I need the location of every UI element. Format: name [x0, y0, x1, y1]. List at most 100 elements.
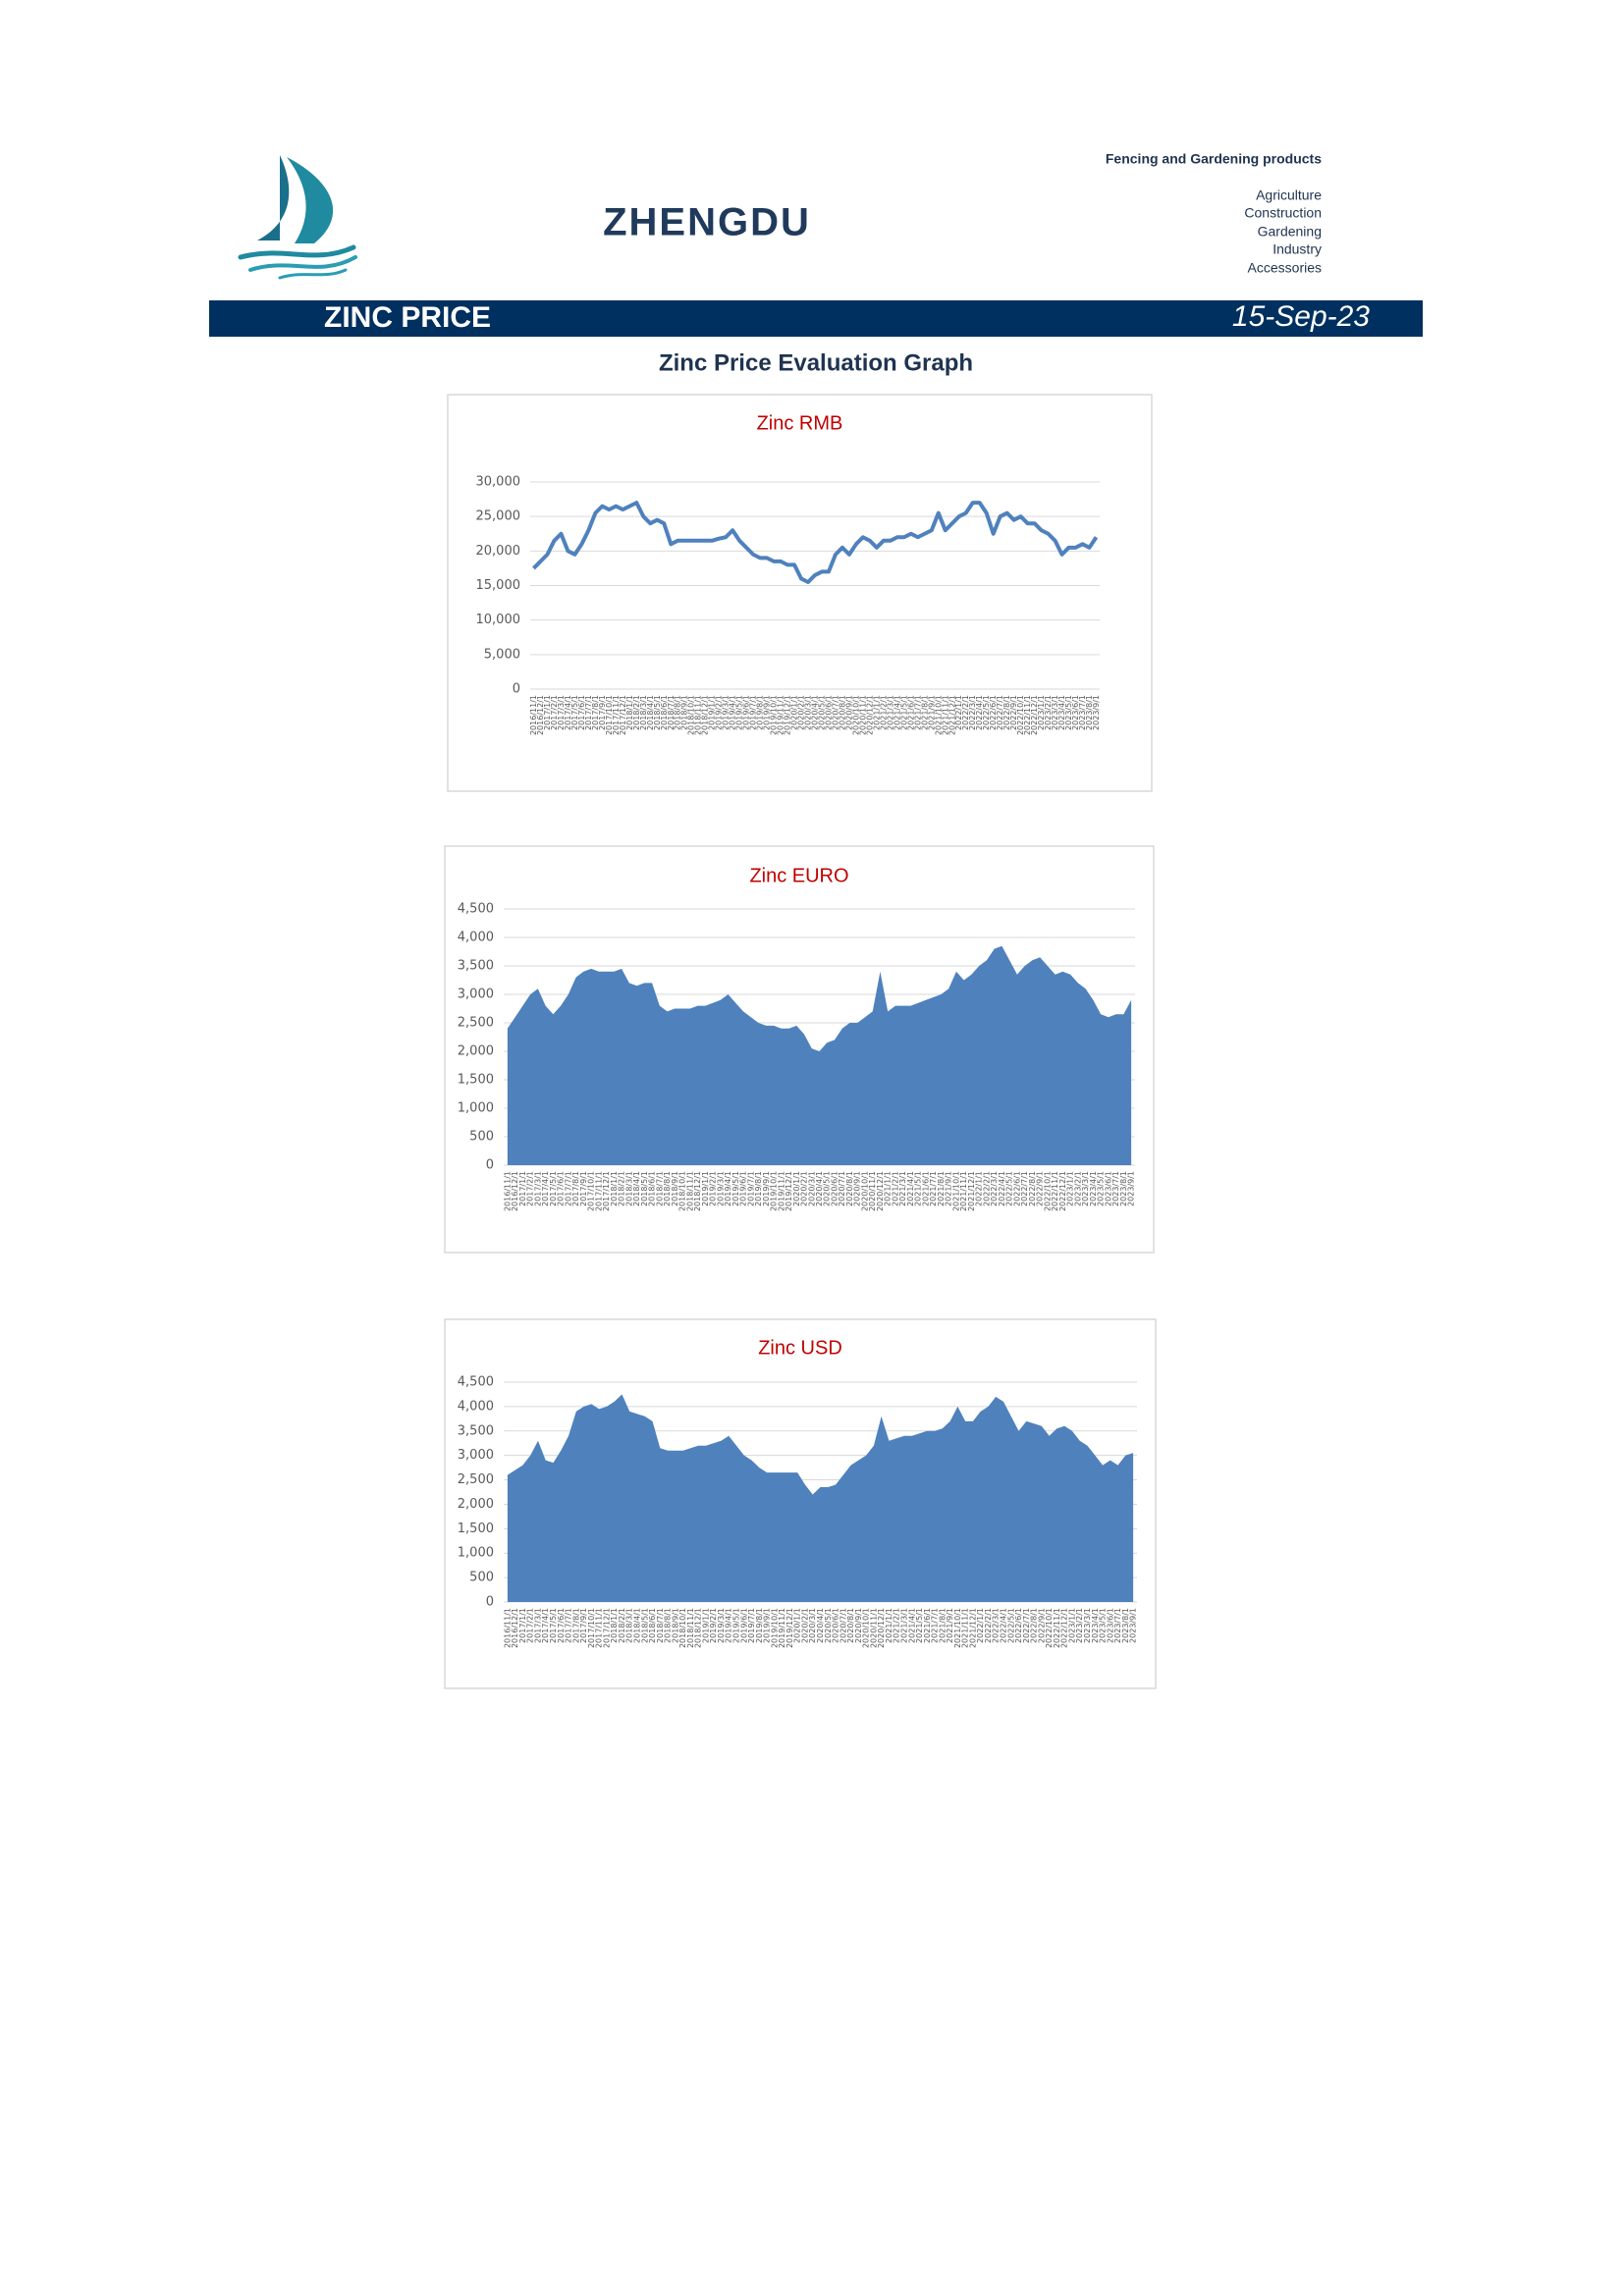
x-tick-label: 2021/3/1	[899, 1608, 908, 1643]
chart-frame	[447, 394, 1153, 792]
x-tick-label: 2016/12/1	[536, 695, 545, 735]
x-tick-label: 2020/6/1	[832, 1608, 840, 1643]
chart-title: Zinc USD	[758, 1337, 842, 1359]
x-tick-label: 2020/4/1	[815, 1171, 824, 1206]
x-tick-label: 2021/3/1	[898, 1171, 907, 1206]
x-tick-label: 2017/3/1	[533, 1171, 542, 1206]
x-tick-label: 2019/9/1	[762, 1171, 771, 1206]
x-tick-label: 2019/8/1	[755, 1608, 764, 1643]
x-tick-label: 2021/7/1	[929, 1171, 938, 1206]
x-tick-label: 2020/3/1	[804, 695, 813, 730]
x-tick-label: 2021/9/1	[946, 1608, 954, 1643]
x-tick-label: 2017/1/1	[543, 695, 552, 730]
x-tick-label: 2020/7/1	[838, 1171, 846, 1206]
x-tick-label: 2017/7/1	[584, 695, 593, 730]
x-tick-label: 2020/11/1	[869, 1608, 878, 1648]
x-tick-label: 2022/4/1	[975, 695, 984, 730]
x-tick-label: 2021/1/1	[884, 1171, 893, 1206]
x-tick-label: 2019/10/1	[770, 695, 779, 735]
x-tick-label: 2021/9/1	[945, 1171, 953, 1206]
product: Agriculture	[1256, 187, 1322, 203]
y-tick-label: 1,500	[458, 1073, 494, 1088]
x-tick-label: 2023/8/1	[1119, 1171, 1128, 1206]
x-tick-label: 2020/11/1	[858, 695, 867, 735]
x-tick-label: 2020/5/1	[823, 1171, 832, 1206]
x-tick-label: 2022/6/1	[989, 695, 998, 730]
x-tick-label: 2021/12/1	[968, 1608, 977, 1648]
x-tick-label: 2020/8/1	[845, 1171, 854, 1206]
banner-date: 15-Sep-23	[1232, 300, 1370, 333]
x-tick-label: 2017/3/1	[557, 695, 566, 730]
x-tick-label: 2018/6/1	[648, 1608, 657, 1643]
x-tick-label: 2022/4/1	[1000, 1608, 1008, 1643]
x-tick-label: 2017/7/1	[564, 1171, 572, 1206]
x-tick-label: 2019/5/1	[735, 695, 744, 730]
y-tick-label: 25,000	[476, 509, 521, 524]
x-tick-label: 2020/10/1	[860, 1171, 869, 1211]
x-tick-label: 2023/6/1	[1071, 695, 1080, 730]
x-tick-label: 2019/11/1	[778, 1608, 786, 1648]
y-tick-label: 3,000	[458, 1448, 494, 1463]
x-tick-label: 2019/11/1	[777, 695, 785, 735]
x-tick-label: 2020/8/1	[846, 1608, 855, 1643]
x-tick-label: 2018/3/1	[625, 1608, 634, 1643]
x-tick-label: 2023/3/1	[1051, 695, 1059, 730]
x-tick-label: 2021/5/1	[899, 695, 908, 730]
x-tick-label: 2020/7/1	[839, 1608, 847, 1643]
x-tick-label: 2020/12/1	[877, 1608, 886, 1648]
x-tick-label: 2018/7/1	[667, 695, 676, 730]
x-tick-label: 2018/1/1	[610, 1608, 619, 1643]
x-tick-label: 2022/7/1	[1022, 1608, 1031, 1643]
x-tick-label: 2017/3/1	[533, 1608, 542, 1643]
x-tick-label: 2023/9/1	[1127, 1171, 1136, 1206]
x-tick-label: 2022/8/1	[1002, 695, 1011, 730]
x-tick-label: 2018/4/1	[632, 1608, 641, 1643]
x-tick-label: 2018/2/1	[632, 695, 641, 730]
x-tick-label: 2021/3/1	[886, 695, 894, 730]
x-tick-label: 2021/8/1	[938, 1608, 947, 1643]
x-tick-label: 2021/11/1	[959, 1171, 968, 1211]
x-tick-label: 2022/2/1	[984, 1608, 993, 1643]
x-tick-label: 2023/7/1	[1078, 695, 1087, 730]
x-tick-label: 2023/4/1	[1057, 695, 1066, 730]
x-tick-label: 2022/3/1	[992, 1608, 1001, 1643]
x-tick-label: 2019/4/1	[725, 1608, 733, 1643]
x-tick-label: 2019/5/1	[732, 1608, 741, 1643]
x-tick-label: 2019/6/1	[742, 695, 751, 730]
x-tick-label: 2022/10/1	[1016, 695, 1025, 735]
x-tick-label: 2019/11/1	[777, 1171, 785, 1211]
y-tick-label: 500	[469, 1130, 494, 1145]
area	[507, 1394, 1134, 1602]
x-tick-label: 2020/12/1	[865, 695, 874, 735]
x-tick-label: 2018/4/1	[632, 1171, 641, 1206]
x-tick-label: 2019/9/1	[763, 695, 772, 730]
x-tick-label: 2018/3/1	[624, 1171, 633, 1206]
x-tick-label: 2023/6/1	[1104, 1171, 1112, 1206]
x-tick-label: 2019/5/1	[731, 1171, 740, 1206]
x-tick-label: 2021/1/1	[872, 695, 881, 730]
x-tick-label: 2019/12/1	[785, 1171, 793, 1211]
x-tick-label: 2023/2/1	[1075, 1608, 1084, 1643]
x-tick-label: 2020/5/1	[817, 695, 826, 730]
x-tick-label: 2022/9/1	[1037, 1608, 1046, 1643]
chart-title: Zinc EURO	[749, 865, 848, 886]
x-tick-label: 2023/7/1	[1113, 1608, 1122, 1643]
x-tick-label: 2017/11/1	[595, 1608, 604, 1648]
x-tick-label: 2019/9/1	[763, 1608, 772, 1643]
y-tick-label: 4,000	[458, 931, 494, 945]
y-tick-label: 3,500	[458, 959, 494, 974]
logo	[238, 155, 357, 280]
x-tick-label: 2021/8/1	[937, 1171, 946, 1206]
y-tick-label: 2,500	[458, 1016, 494, 1031]
x-tick-label: 2022/5/1	[1006, 1608, 1015, 1643]
x-tick-label: 2018/8/1	[664, 1608, 673, 1643]
area	[507, 945, 1132, 1165]
x-tick-label: 2016/11/1	[503, 1608, 512, 1648]
x-tick-label: 2018/11/1	[686, 1608, 695, 1648]
x-tick-label: 2020/2/1	[800, 1608, 809, 1643]
x-tick-label: 2018/10/1	[687, 695, 696, 735]
y-tick-label: 4,000	[458, 1399, 494, 1414]
x-tick-label: 2020/4/1	[816, 1608, 825, 1643]
x-tick-label: 2023/7/1	[1111, 1171, 1120, 1206]
product: Industry	[1272, 241, 1322, 257]
